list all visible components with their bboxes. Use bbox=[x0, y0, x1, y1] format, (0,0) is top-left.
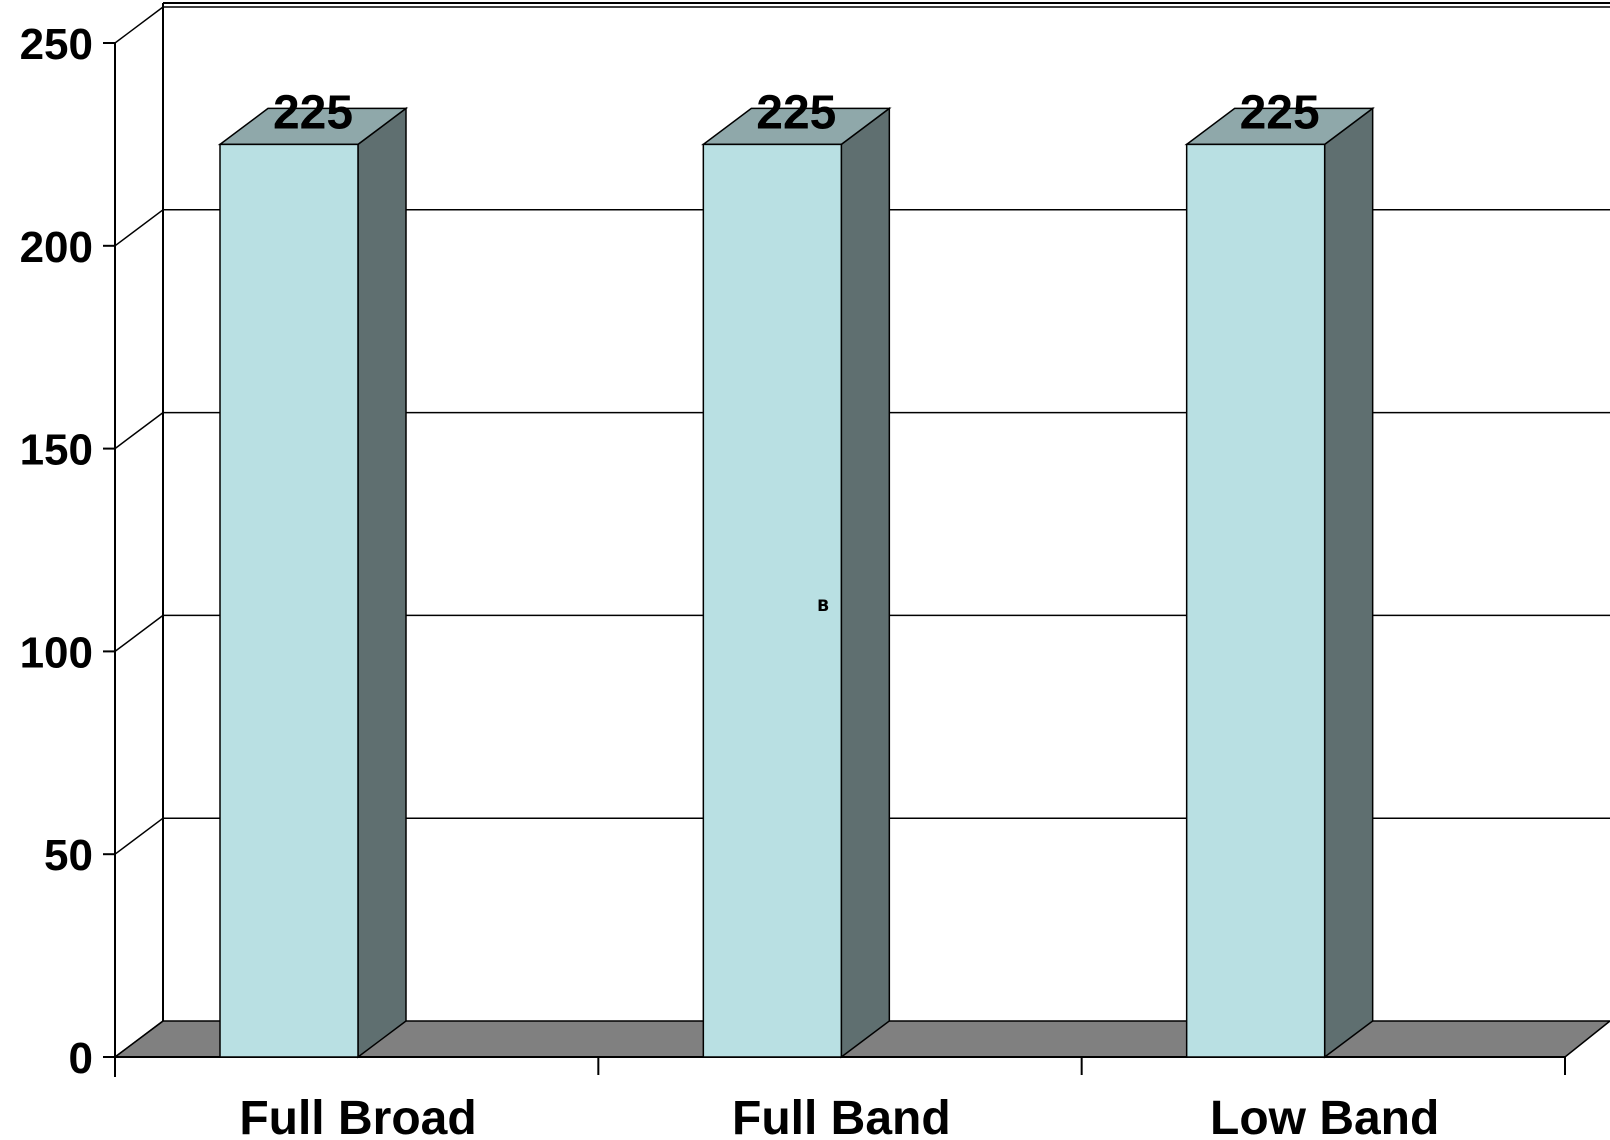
side-wall-line bbox=[114, 412, 164, 450]
bar bbox=[1185, 143, 1326, 1058]
y-tick-label: 100 bbox=[20, 628, 93, 677]
y-tick-label: 50 bbox=[44, 831, 93, 880]
x-tick-label: Low Band bbox=[1210, 1092, 1439, 1140]
data-label: 225 bbox=[1240, 86, 1320, 139]
side-wall-line bbox=[114, 209, 164, 247]
y-tick-label: 150 bbox=[20, 426, 93, 475]
bar-side bbox=[840, 106, 891, 1059]
bar-side bbox=[357, 106, 407, 1059]
annotation-label: B bbox=[817, 596, 829, 615]
x-tick-label: Full Broad bbox=[239, 1092, 476, 1140]
bar bbox=[702, 143, 843, 1058]
data-label: 225 bbox=[273, 86, 353, 139]
data-label: 225 bbox=[756, 86, 836, 139]
side-wall-line bbox=[114, 817, 164, 855]
side-wall-line bbox=[114, 6, 164, 44]
side-wall-line bbox=[114, 1020, 164, 1058]
bar-side bbox=[1323, 106, 1374, 1059]
bar bbox=[219, 143, 359, 1058]
x-tick-label: Full Band bbox=[732, 1092, 951, 1140]
y-tick-label: 0 bbox=[69, 1034, 93, 1083]
y-tick-label: 200 bbox=[20, 223, 93, 272]
side-wall-line bbox=[114, 614, 164, 653]
y-tick-label: 250 bbox=[20, 20, 93, 69]
